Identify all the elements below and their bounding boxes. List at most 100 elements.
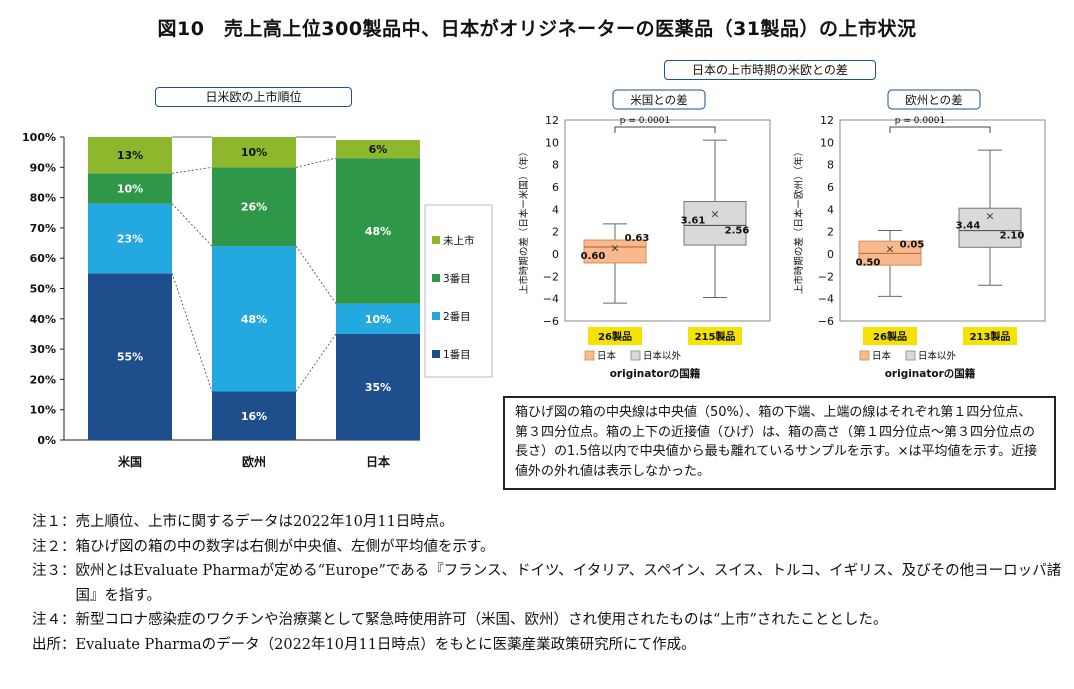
- bar-data-label: 55%: [117, 351, 143, 364]
- note-text: Evaluate Pharmaのデータ（2022年10月11日時点）をもとに医薬…: [75, 636, 696, 653]
- legend-swatch: [432, 236, 440, 244]
- note-text: 箱ひげ図の箱の中の数字は右側が中央値、左側が平均値を示す。: [75, 538, 495, 555]
- y-tick-label: 0: [827, 248, 834, 261]
- y-tick-label: −6: [818, 315, 834, 328]
- source-note: 出所： Evaluate Pharmaのデータ（2022年10月11日時点）をもと…: [32, 633, 1062, 658]
- legend-label: 日本: [597, 350, 617, 362]
- boxplot-title: 米国との差: [630, 93, 687, 107]
- bar-segment: [212, 391, 296, 440]
- box: [583, 239, 647, 264]
- count-label: 213製品: [970, 330, 1011, 343]
- significance-bracket: [614, 126, 716, 133]
- bar-segment: [88, 173, 172, 204]
- count-label-bg: [963, 327, 1017, 345]
- bar-segment: [336, 333, 420, 440]
- y-tick-label: 10: [820, 136, 834, 149]
- bar-data-label: 26%: [241, 201, 267, 214]
- y-tick-label: −6: [543, 315, 559, 328]
- note-label: 出所：: [32, 636, 76, 653]
- note-3: 注３： 欧州とはEvaluate Pharmaが定める“Europe”である『フラ…: [32, 559, 1062, 608]
- legend-swatch: [905, 350, 916, 361]
- y-tick-label: 4: [552, 203, 559, 216]
- mean-marker: ×: [885, 242, 894, 255]
- legend-label: 2番目: [443, 311, 471, 323]
- bar-data-label: 10%: [241, 146, 267, 159]
- count-label: 26製品: [873, 330, 907, 343]
- median-value-label: 2.10: [1000, 231, 1025, 242]
- note-label: 注２：: [32, 538, 76, 555]
- median-value-label: 0.63: [625, 233, 650, 244]
- bar-segment: [212, 137, 296, 168]
- y-tick-label: 60%: [30, 252, 56, 265]
- legend-swatch: [432, 312, 440, 320]
- bar-segment: [88, 273, 172, 440]
- boxplot-title-frame: [887, 89, 981, 110]
- bar-segment: [212, 167, 296, 247]
- boxplot-eu-diff: 欧州との差 12 10 8 6 4 2 0 −2 −4 −6 上市時期の差（日本ー欧州）（年） × 0.5…: [793, 89, 1046, 380]
- boxplot-explanation: 箱ひげ図の箱の中央線は中央値（50%）、箱の下端、上端の線はそれぞれ第１四分位点…: [503, 396, 1056, 490]
- y-tick-label: −4: [543, 293, 559, 306]
- count-label: 215製品: [695, 330, 736, 343]
- legend-swatch: [859, 350, 870, 361]
- x-axis-label: originatorの国籍: [610, 367, 701, 380]
- y-tick-label: −2: [818, 270, 834, 283]
- y-tick-label: 12: [545, 114, 559, 127]
- y-tick-label: 8: [827, 159, 834, 172]
- note-text: 欧州とはEvaluate Pharmaが定める“Europe”である『フランス、…: [75, 563, 1062, 604]
- bar-data-label: 10%: [117, 183, 143, 196]
- legend-label: 日本: [872, 350, 892, 362]
- significance-bracket: [889, 126, 991, 133]
- mean-marker: ×: [985, 210, 994, 223]
- legend-swatch: [432, 274, 440, 282]
- y-tick-label: 12: [820, 114, 834, 127]
- median-value-label: 2.56: [725, 225, 750, 236]
- bar-data-label: 48%: [241, 313, 267, 326]
- y-tick-label: 10: [545, 136, 559, 149]
- bar-connector-line: [171, 166, 213, 174]
- x-category-label: 欧州: [242, 454, 266, 469]
- count-label: 26製品: [598, 330, 632, 343]
- y-tick-label: 10%: [30, 404, 56, 417]
- note-text: 売上順位、上市に関するデータは2022年10月11日時点。: [75, 514, 454, 530]
- plot-frame: [839, 119, 1046, 322]
- mean-value-label: 3.44: [956, 221, 981, 232]
- p-value-label: p = 0.0001: [620, 116, 670, 126]
- y-tick-label: 2: [827, 226, 834, 239]
- x-category-label: 日本: [366, 454, 390, 469]
- y-tick-label: −2: [543, 270, 559, 283]
- mean-value-label: 3.61: [681, 215, 706, 226]
- plot-frame: [564, 119, 771, 322]
- mean-value-label: 0.60: [581, 251, 606, 262]
- box: [958, 207, 1022, 248]
- bar-connector-line: [295, 333, 337, 392]
- legend-label: 日本以外: [643, 350, 682, 362]
- bar-data-label: 16%: [241, 410, 267, 423]
- legend-label: 3番目: [443, 273, 471, 285]
- y-tick-label: 50%: [30, 283, 56, 296]
- boxplot-title-frame: [612, 89, 706, 110]
- bar-connector-line: [295, 245, 337, 304]
- legend-label: 未上市: [443, 234, 475, 247]
- bar-connector-line: [171, 273, 213, 392]
- mean-marker: ×: [710, 208, 719, 221]
- mean-marker: ×: [610, 241, 619, 254]
- y-tick-label: 2: [552, 226, 559, 239]
- y-tick-label: 70%: [30, 222, 56, 235]
- bar-data-label: 13%: [117, 149, 143, 162]
- bar-data-label: 23%: [117, 233, 143, 246]
- y-tick-label: 100%: [22, 131, 56, 144]
- note-label: 注４：: [32, 612, 76, 628]
- bar-segment: [88, 137, 172, 174]
- y-tick-label: 6: [552, 181, 559, 194]
- bar-data-label: 48%: [365, 225, 391, 238]
- mean-value-label: 0.50: [856, 257, 881, 268]
- legend-frame: [424, 204, 493, 378]
- bar-data-label: 35%: [365, 381, 391, 394]
- y-tick-label: 4: [827, 203, 834, 216]
- y-tick-label: 90%: [30, 161, 56, 174]
- note-1: 注１： 売上順位、上市に関するデータは2022年10月11日時点。: [32, 510, 1062, 535]
- count-label-bg: [863, 327, 917, 345]
- bar-data-label: 6%: [369, 143, 388, 156]
- y-axis-label: 上市時期の差（日本ー欧州）（年）: [793, 147, 805, 294]
- stacked-bar-chart: 0% 10% 20% 30% 40% 50% 60% 70% 80% 90% 100% 55% 23% 1…: [22, 131, 493, 469]
